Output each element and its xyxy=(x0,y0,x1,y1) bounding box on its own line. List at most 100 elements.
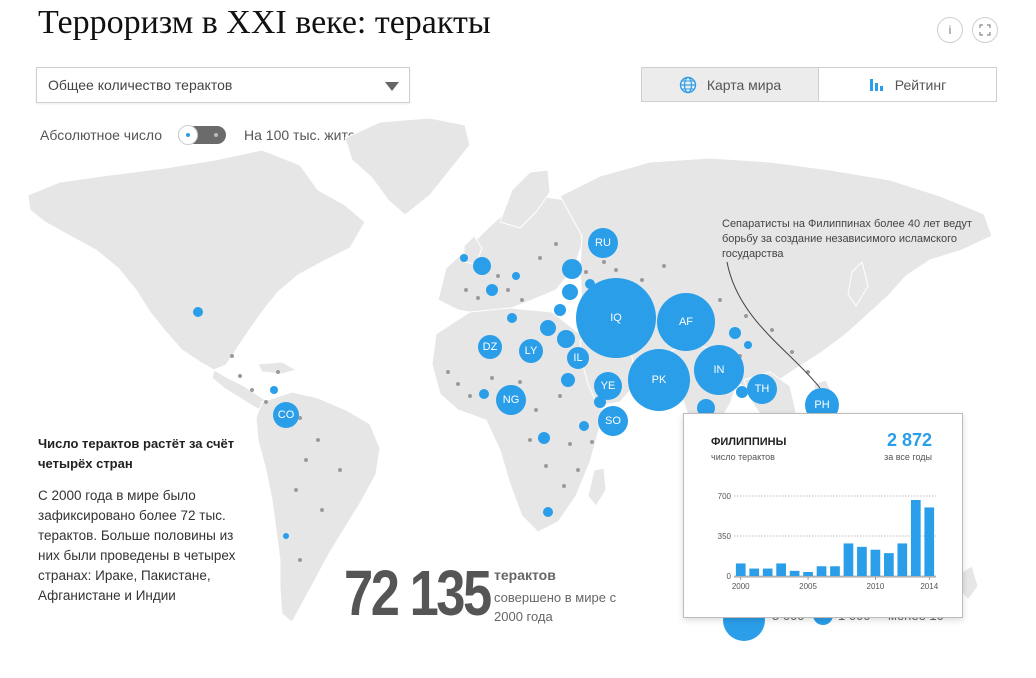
bubble[interactable] xyxy=(562,284,578,300)
country-popup: ФИЛИППИНЫ число терактов 2 872 за все го… xyxy=(683,413,963,618)
dot xyxy=(590,440,594,444)
bubble-label-pk: PK xyxy=(652,374,667,386)
bubble[interactable] xyxy=(538,432,550,444)
bubble-ng[interactable] xyxy=(496,385,526,415)
bubble-label-in: IN xyxy=(714,364,725,376)
globe-icon xyxy=(679,76,697,93)
bubble-label-ye: YE xyxy=(601,380,616,392)
dot xyxy=(718,298,722,302)
chart-bar xyxy=(762,568,773,576)
bubble[interactable] xyxy=(473,257,491,275)
popup-total: 2 872 xyxy=(886,430,932,450)
total-attacks-number: 72 135 xyxy=(344,557,492,629)
bubble[interactable] xyxy=(561,373,575,387)
bubble-labels: RU IQ AF DZ LY IL PK IN YE TH NG SO CO P… xyxy=(278,237,830,427)
dot xyxy=(602,260,606,264)
dot xyxy=(614,268,618,272)
bubble[interactable] xyxy=(729,327,741,339)
bubble[interactable] xyxy=(579,421,589,431)
bubble-dz[interactable] xyxy=(478,335,502,359)
chart-bar xyxy=(857,546,867,576)
bubble[interactable] xyxy=(562,259,582,279)
labeled-bubbles xyxy=(273,228,839,436)
chart-bar xyxy=(870,549,881,576)
tab-world-map[interactable]: Карта мира xyxy=(641,67,819,102)
chart-x-tick-label: 2014 xyxy=(920,582,938,591)
chevron-down-icon xyxy=(385,82,399,91)
toggle-dot xyxy=(214,133,218,137)
dot xyxy=(320,508,324,512)
north-america xyxy=(27,149,366,371)
tab-world-map-label: Карта мира xyxy=(706,76,782,93)
bubble-ly[interactable] xyxy=(519,339,543,363)
bubble-label-ng: NG xyxy=(503,394,520,406)
dot xyxy=(544,464,548,468)
bubble[interactable] xyxy=(512,272,520,280)
bubble[interactable] xyxy=(479,389,489,399)
dot xyxy=(456,382,460,386)
popup-subtitle: число терактов xyxy=(711,452,775,462)
bubble-in[interactable] xyxy=(694,345,744,395)
mode-toggle[interactable] xyxy=(178,125,226,145)
bubble[interactable] xyxy=(554,304,566,316)
dot xyxy=(558,394,562,398)
dot xyxy=(640,278,644,282)
bubble-co[interactable] xyxy=(273,402,299,428)
toggle-knob xyxy=(178,125,198,145)
bubble-so[interactable] xyxy=(598,406,628,436)
bubble-il[interactable] xyxy=(567,347,589,369)
dot xyxy=(464,288,468,292)
dot xyxy=(506,288,510,292)
bubble-ye[interactable] xyxy=(594,372,622,400)
bubble-label-il: IL xyxy=(573,352,582,364)
bubble-label-ly: LY xyxy=(525,345,538,357)
dot xyxy=(568,442,572,446)
scandinavia xyxy=(499,169,551,229)
popup-bar-chart: 0 350 700 2000 2005 2010 2014 xyxy=(718,492,939,591)
map-annotation: Сепаратисты на Филиппинах более 40 лет в… xyxy=(722,218,972,260)
bubble[interactable] xyxy=(486,284,498,296)
bubble-ru[interactable] xyxy=(588,228,618,258)
total-subcaption: совершено в мире с 2000 года xyxy=(494,590,617,624)
bubble-iq[interactable] xyxy=(576,278,656,358)
chart-x-tick-label: 2005 xyxy=(799,582,817,591)
dot xyxy=(518,380,522,384)
bubble[interactable] xyxy=(736,386,748,398)
bubble[interactable] xyxy=(193,307,203,317)
dot xyxy=(276,370,280,374)
bubble-label-ru: RU xyxy=(595,237,611,249)
bubble[interactable] xyxy=(460,254,468,262)
bubble[interactable] xyxy=(507,313,517,323)
fullscreen-icon xyxy=(979,24,991,36)
page-title: Терроризм в XXI веке: теракты xyxy=(38,4,491,41)
dot xyxy=(238,374,242,378)
bubble[interactable] xyxy=(744,341,752,349)
metric-select-value: Общее количество терактов xyxy=(48,77,233,93)
metric-select[interactable]: Общее количество терактов xyxy=(36,67,410,103)
chart-bar xyxy=(789,570,800,576)
dot xyxy=(304,458,308,462)
chart-bar xyxy=(897,543,908,576)
bubble[interactable] xyxy=(543,507,553,517)
bubble[interactable] xyxy=(283,533,289,539)
bubble[interactable] xyxy=(697,399,715,417)
dot xyxy=(520,298,524,302)
chart-x-tick-label: 2000 xyxy=(732,582,750,591)
bubble[interactable] xyxy=(270,386,278,394)
annotation-leader-line xyxy=(726,261,821,389)
dot xyxy=(576,468,580,472)
bubble[interactable] xyxy=(540,320,556,336)
bubble-af[interactable] xyxy=(657,293,715,351)
dot xyxy=(250,388,254,392)
dot xyxy=(584,270,588,274)
bubble-pk[interactable] xyxy=(628,349,690,411)
bubble-th[interactable] xyxy=(747,374,777,404)
small-dots xyxy=(230,242,810,562)
toggle-label-absolute[interactable]: Абсолютное число xyxy=(40,127,163,143)
bubble[interactable] xyxy=(557,330,575,348)
info-button[interactable]: i xyxy=(937,17,963,43)
chart-bar xyxy=(924,507,935,576)
tab-rating[interactable]: Рейтинг xyxy=(818,67,997,102)
fullscreen-button[interactable] xyxy=(972,17,998,43)
dot xyxy=(534,408,538,412)
